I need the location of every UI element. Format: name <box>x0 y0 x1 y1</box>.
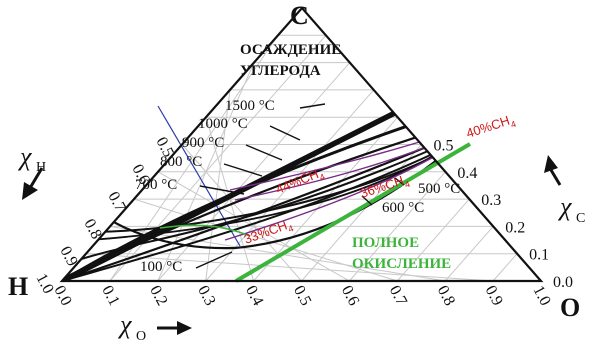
oxidation-label-line2: ОКИСЛЕНИЕ <box>352 256 451 272</box>
tick-left: 0.9 <box>56 244 80 270</box>
grid-line <box>205 89 375 281</box>
methane-label-text: 40%CH <box>464 113 511 141</box>
tick-bottom: 0.8 <box>434 283 458 309</box>
methane-label: 33%CH4 <box>242 216 295 250</box>
temperature-label: 1500 °C <box>225 98 275 114</box>
axis-xO-symbol: χ <box>117 310 132 339</box>
axis-xC-arrow-shaft <box>549 169 562 186</box>
temperature-leader-line <box>361 195 373 206</box>
axis-xC-sub: C <box>576 211 585 226</box>
axis-xH-arrow-head <box>22 182 38 200</box>
curve-600C <box>89 137 463 241</box>
axis-xH-arrow-shaft <box>28 167 44 189</box>
tick-bottom: 0.3 <box>194 283 218 309</box>
curve-700C <box>62 139 463 281</box>
temperature-label: 500 °C <box>418 181 460 197</box>
temperature-leader-line <box>299 103 326 109</box>
grid-line <box>349 171 446 281</box>
grid-line <box>444 226 494 281</box>
temperature-leader-line <box>195 251 233 269</box>
grid-line <box>181 144 302 281</box>
tick-left: 0.7 <box>104 189 128 215</box>
grid-line <box>157 171 350 281</box>
methane-label-subscript: 4 <box>287 223 295 234</box>
tick-left: 0.8 <box>80 216 104 242</box>
temperature-leader-line <box>223 163 263 177</box>
tick-right: 0.0 <box>553 274 573 291</box>
curve-low-extra <box>71 135 463 263</box>
temperature-leader-line <box>199 185 245 195</box>
axis-xO-arrow-head <box>177 321 192 335</box>
tick-bottom: 0.6 <box>338 283 362 309</box>
corner-label-oxygen: O <box>560 293 580 322</box>
tick-bottom: 0.2 <box>146 283 170 309</box>
temperature-labels: 1500 °C 1000 °C 900 °C 800 °C 700 °C 100 °C 50… <box>135 98 460 275</box>
tick-bottom: 0.9 <box>482 283 506 309</box>
tick-bottom: 0.5 <box>290 283 314 309</box>
tick-right: 0.5 <box>434 138 454 155</box>
temperature-label: 600 °C <box>382 200 424 216</box>
methane-label-subscript: 4 <box>403 179 411 190</box>
complete-oxidation-line <box>234 142 472 283</box>
axis-xO: χ O <box>117 310 192 344</box>
temperature-leader-line <box>394 177 405 186</box>
grid-line <box>396 198 470 281</box>
tick-bottom: 0.4 <box>242 283 266 309</box>
temperature-label: 700 °C <box>135 177 177 193</box>
grid-line <box>492 253 518 281</box>
tick-bottom: 0.1 <box>98 283 122 309</box>
corner-label-hydrogen: H <box>8 272 28 301</box>
deposition-label-line1: ОСАЖДЕНИЕ <box>240 42 341 58</box>
deposition-label-line2: УГЛЕРОДА <box>240 63 321 79</box>
oxidation-label-line1: ПОЛНОЕ <box>352 235 419 251</box>
temperature-leader-line <box>245 144 283 161</box>
grid-line <box>85 253 494 281</box>
axis-xC-arrow-head <box>544 155 558 173</box>
temperature-label: 100 °C <box>140 259 182 275</box>
grid-line <box>109 225 446 281</box>
tick-right: 0.4 <box>457 165 477 182</box>
methane-label: 40%CH4 <box>464 111 517 144</box>
curve-900C <box>62 121 463 281</box>
tick-right: 0.2 <box>505 219 525 236</box>
axis-xC: χ C <box>544 155 585 226</box>
tick-right: 0.1 <box>529 247 549 264</box>
tick-bottom: 1.0 <box>529 283 553 309</box>
axis-xH: χ H <box>17 142 46 200</box>
corner-label-carbon: C <box>290 1 309 30</box>
grid-line <box>133 198 398 281</box>
axis-xC-symbol: χ <box>557 192 572 221</box>
axis-xH-symbol: χ <box>17 142 32 171</box>
temperature-label: 800 °C <box>160 154 202 170</box>
temperature-label: 900 °C <box>182 135 224 151</box>
methane-label-subscript: 4 <box>509 119 517 130</box>
tick-bottom: 0.7 <box>386 283 410 309</box>
temperature-leader-line <box>269 125 301 141</box>
triangle-boundary <box>59 6 544 283</box>
temperature-label: 1000 °C <box>198 116 248 132</box>
axis-xO-sub: O <box>136 329 146 344</box>
tick-right: 0.3 <box>481 192 501 209</box>
green-hint-curve <box>159 224 251 237</box>
methane-label-subscript: 4 <box>318 172 326 183</box>
